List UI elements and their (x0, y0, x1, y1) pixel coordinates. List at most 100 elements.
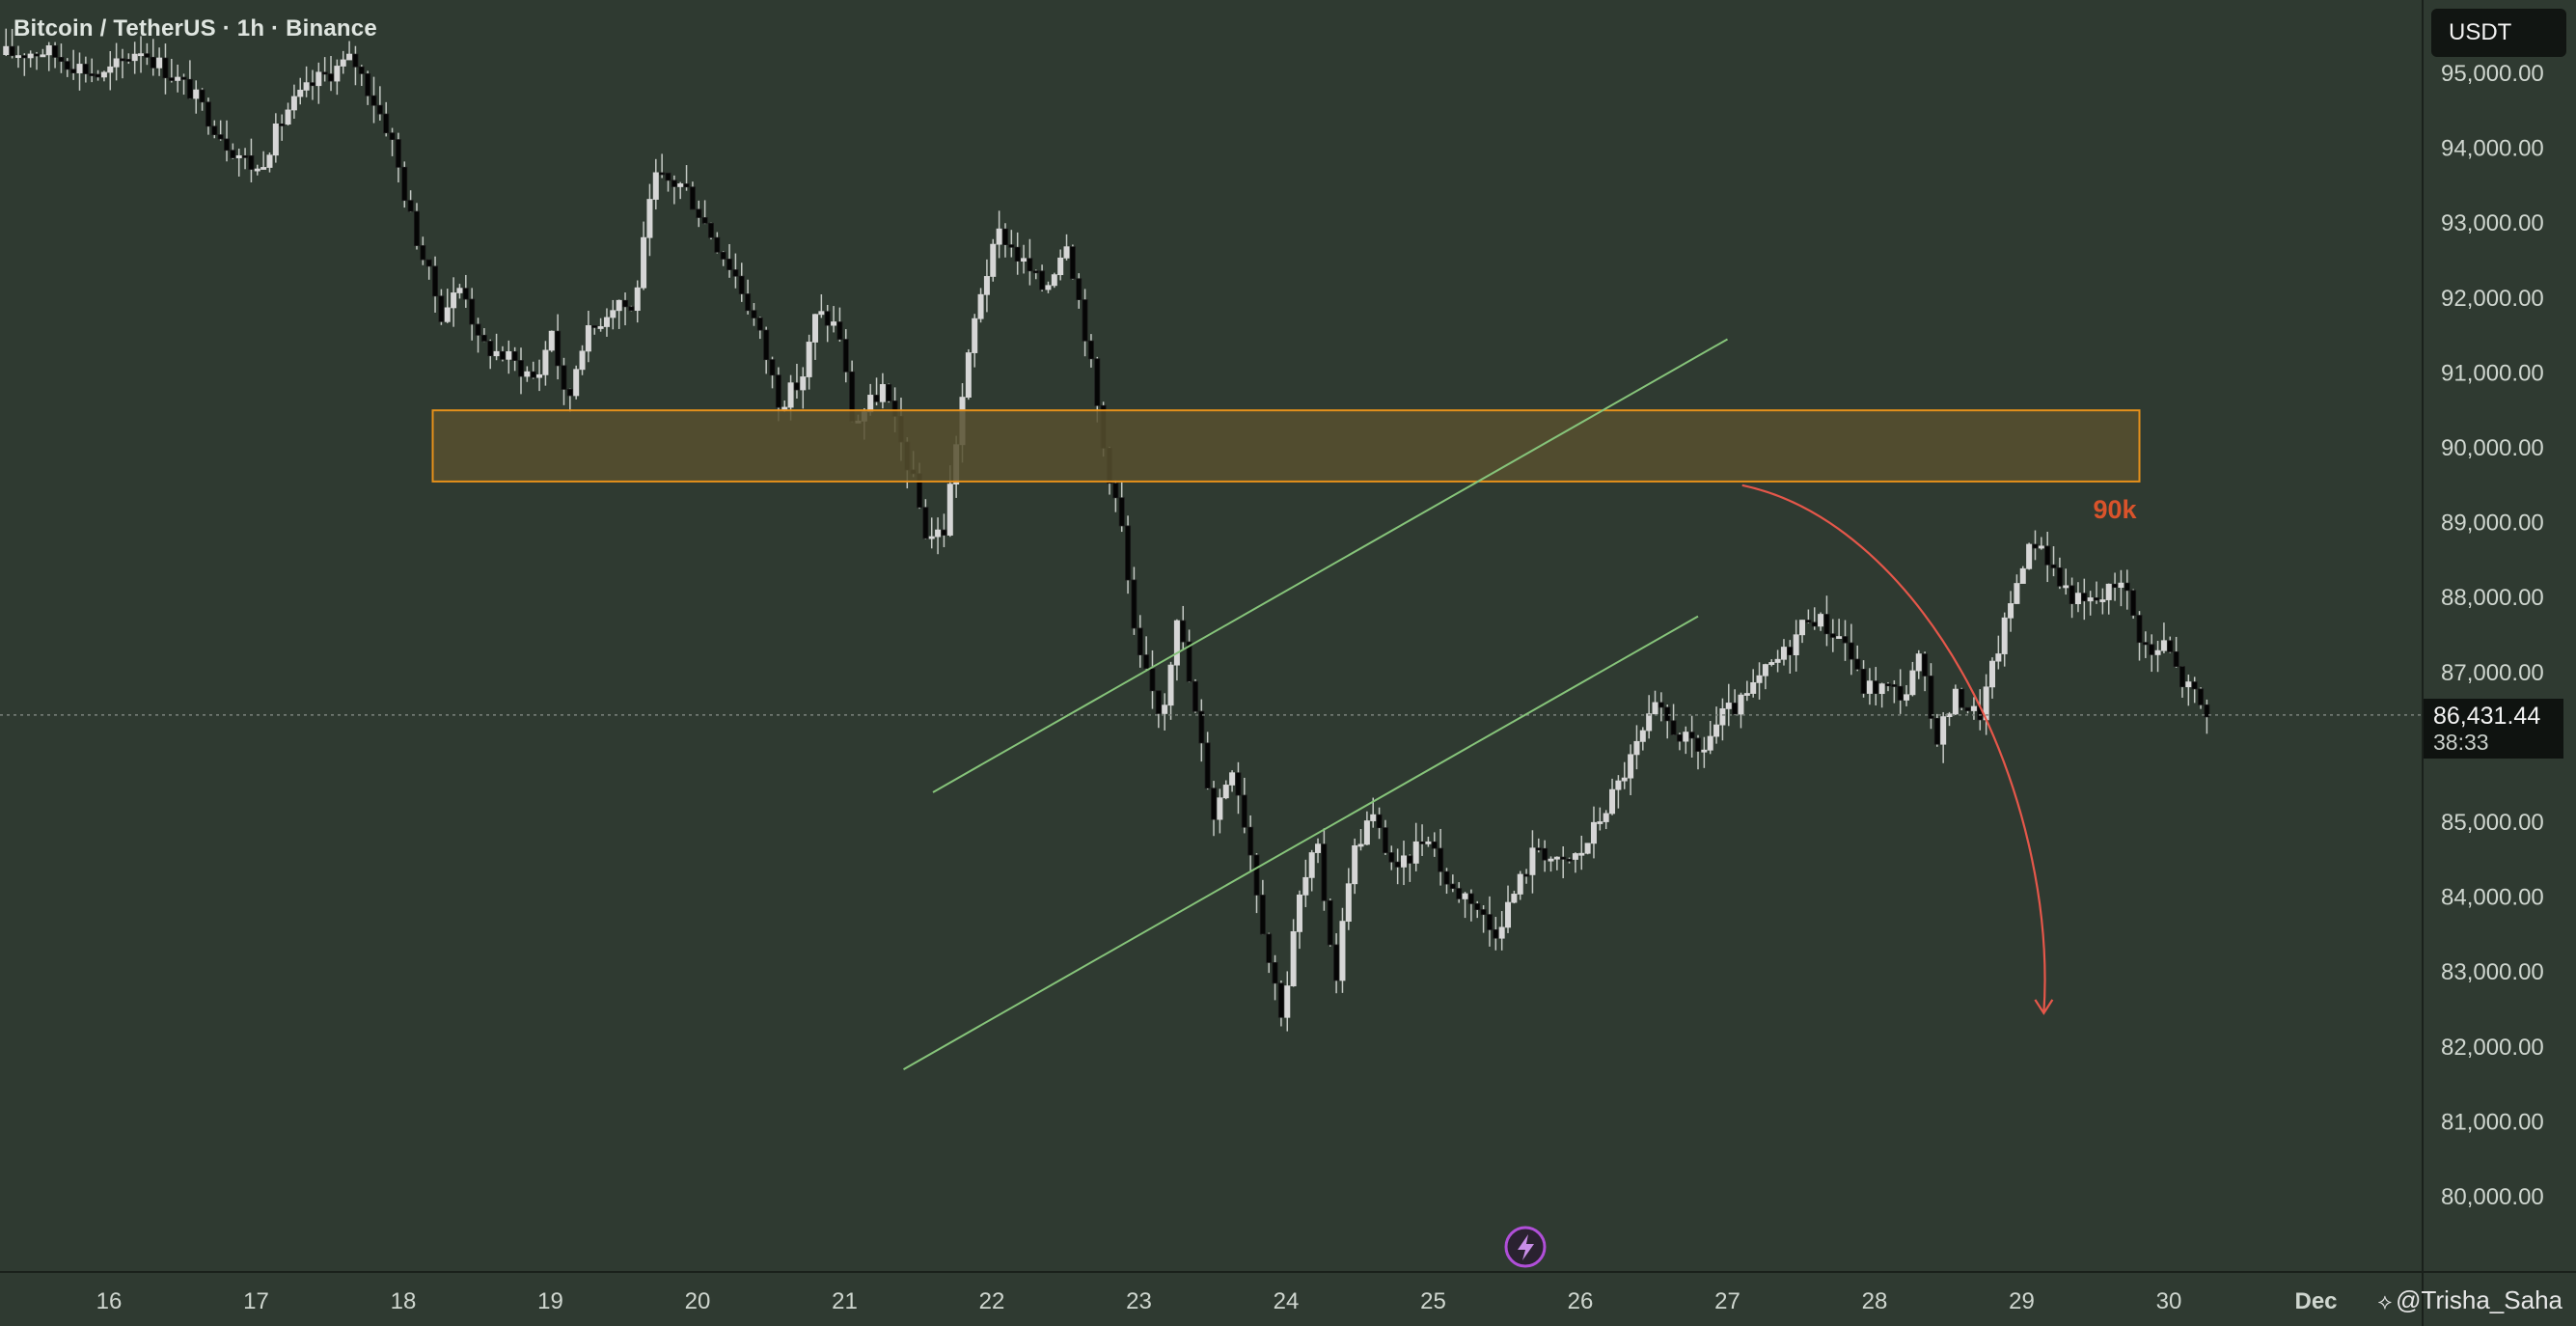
candle-body (707, 222, 714, 238)
candle-body (1609, 788, 1616, 815)
candle-body (1511, 894, 1518, 903)
candle-body (1247, 826, 1254, 856)
author-name: @Trisha_Saha (2396, 1285, 2562, 1314)
candle-body (732, 269, 739, 277)
candle-body (493, 350, 500, 357)
candle-body (886, 384, 892, 401)
resistance-zone[interactable] (431, 409, 2141, 483)
candle-body (536, 373, 543, 378)
candle-body (990, 243, 997, 277)
candle-body (64, 61, 70, 70)
candle-body (1333, 944, 1340, 981)
candle-body (346, 53, 353, 61)
candle-body (2185, 681, 2192, 688)
candle-body (1051, 274, 1057, 287)
candle-body (1008, 244, 1015, 248)
price-tick-label: 91,000.00 (2441, 360, 2544, 386)
candle-body (1032, 270, 1039, 274)
candle-body (1780, 647, 1787, 660)
candle-body (751, 310, 757, 318)
candle-body (2105, 583, 2112, 600)
candle-body (1167, 664, 1174, 706)
projection-arrow[interactable] (1741, 483, 2046, 1013)
candle-body (935, 529, 942, 538)
candle-body (1878, 683, 1885, 695)
channel-lower-line[interactable] (903, 615, 1699, 1070)
time-scale[interactable]: 16 17 18 19 20 21 22 23 24 25 26 27 28 29 30 Dec (96, 1288, 2338, 1314)
candle-body (186, 78, 193, 99)
candle-body (720, 251, 726, 260)
channel-upper-line[interactable] (932, 338, 1728, 793)
candle-body (1688, 732, 1695, 739)
candle-body (1743, 693, 1750, 696)
candle-body (1762, 664, 1768, 677)
candle-body (665, 172, 671, 181)
candle-body (1192, 680, 1198, 712)
candle-body (1787, 647, 1794, 656)
alert-badge[interactable] (1504, 1226, 1547, 1268)
candle-body (1683, 732, 1689, 742)
candle-body (1848, 642, 1854, 660)
candle-body (1155, 690, 1162, 714)
candle-body (1725, 703, 1732, 709)
candle-body (89, 73, 96, 76)
candle-body (1137, 627, 1143, 656)
candle-body (1021, 258, 1028, 262)
candle-body (205, 101, 211, 127)
candle-body (1315, 843, 1322, 853)
candle-body (2026, 543, 2033, 569)
candle-body (1836, 636, 1843, 639)
candle-body (1498, 926, 1505, 939)
time-tick-label: 30 (2156, 1288, 2182, 1314)
candle-body (1970, 705, 1977, 711)
candle-body (1431, 841, 1438, 849)
candle-body (1001, 228, 1008, 246)
price-tick-label: 90,000.00 (2441, 435, 2544, 461)
currency-button[interactable]: USDT (2431, 9, 2566, 57)
candle-body (2179, 666, 2185, 688)
candle-body (745, 293, 752, 312)
candle-body (1719, 707, 1726, 726)
candle-body (100, 71, 107, 78)
candle-body (1940, 716, 1947, 745)
time-tick-label: 19 (537, 1288, 563, 1314)
candle-body (1818, 614, 1824, 627)
candle-body (290, 96, 297, 111)
candle-body (285, 109, 291, 125)
candle-body (475, 323, 481, 336)
candle-body (1370, 814, 1377, 821)
candle-body (677, 183, 684, 187)
candle-body (1572, 853, 1578, 860)
candle-body (1670, 720, 1677, 735)
candle-body (597, 326, 604, 329)
time-tick-label: 29 (2009, 1288, 2035, 1314)
candle-body (2069, 585, 2075, 605)
candle-body (1933, 717, 1940, 745)
candle-body (1284, 985, 1291, 1018)
candle-body (1542, 847, 1548, 861)
candle-body (52, 44, 59, 58)
candle-body (199, 89, 206, 103)
candle-body (689, 186, 696, 210)
price-scale[interactable]: 95,000.00 94,000.00 93,000.00 92,000.00 91,0… (2441, 61, 2544, 1210)
time-tick-label: 18 (391, 1288, 417, 1314)
candle-body (138, 53, 145, 57)
candle-body (579, 350, 586, 371)
candle-body (561, 365, 567, 390)
candle-body (242, 154, 249, 158)
candle-body (14, 55, 21, 59)
candle-body (107, 66, 114, 73)
candle-body (425, 259, 432, 267)
candle-body (131, 53, 138, 62)
candle-body (836, 321, 843, 341)
candle-body (1535, 847, 1542, 851)
candle-body (2087, 597, 2094, 602)
candle-body (506, 350, 512, 360)
time-tick-label: 26 (1568, 1288, 1594, 1314)
candle-body (82, 64, 89, 74)
candle-body (793, 382, 800, 391)
candle-body (1628, 754, 1634, 779)
candle-body (1621, 777, 1628, 782)
